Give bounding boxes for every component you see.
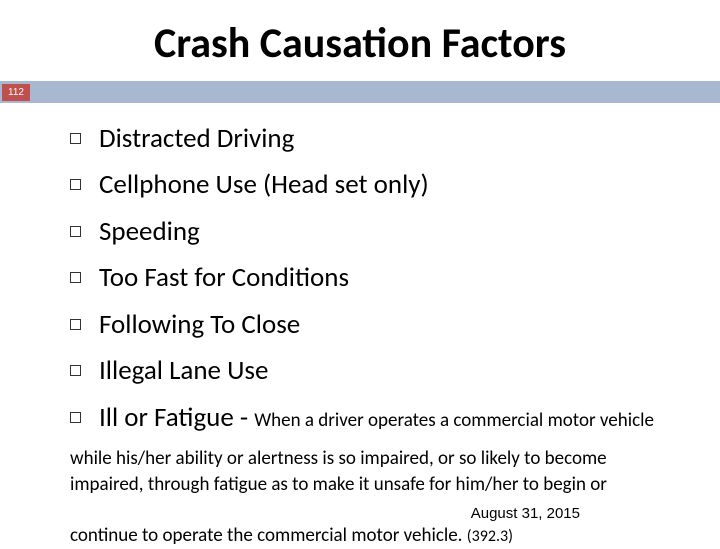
page-badge: 112	[2, 84, 30, 101]
checkbox-icon	[70, 319, 81, 330]
checkbox-icon	[70, 133, 81, 144]
note-line: impaired, through fatigue as to make it …	[70, 473, 607, 496]
item-text: Distracted Driving	[99, 121, 294, 157]
checkbox-icon	[70, 365, 81, 376]
note-line: while his/her ability or alertness is so…	[70, 447, 607, 470]
date-text: August 31, 2015	[471, 505, 580, 522]
item-sep: -	[234, 401, 254, 434]
item-text: Cellphone Use (Head set only)	[99, 167, 429, 203]
slide: Crash Causation Factors 112 Distracted D…	[0, 0, 720, 540]
list-item: Ill or Fatigue - When a driver operates …	[70, 400, 690, 436]
item-sub: When a driver operates a commercial moto…	[254, 409, 654, 432]
note-line: continue to operate the commercial motor…	[70, 524, 467, 547]
list-item: Illegal Lane Use	[70, 353, 690, 389]
item-text: Too Fast for Conditions	[99, 260, 349, 296]
item-text: Following To Close	[99, 307, 300, 343]
item-text: Speeding	[99, 214, 200, 250]
list-item: Speeding	[70, 214, 690, 250]
item-main: Ill or Fatigue	[99, 401, 234, 434]
slide-title: Crash Causation Factors	[0, 0, 720, 81]
item-text: Illegal Lane Use	[99, 353, 268, 389]
list-item: Following To Close	[70, 307, 690, 343]
content-area: Distracted Driving Cellphone Use (Head s…	[0, 103, 720, 549]
list-item: Distracted Driving	[70, 121, 690, 157]
note-text: while his/her ability or alertness is so…	[70, 446, 690, 549]
checkbox-icon	[70, 272, 81, 283]
accent-bar: 112	[0, 81, 720, 103]
list-item: Cellphone Use (Head set only)	[70, 167, 690, 203]
list-item: Too Fast for Conditions	[70, 260, 690, 296]
checkbox-icon	[70, 226, 81, 237]
note-ref: (392.3)	[467, 527, 513, 546]
item-text: Ill or Fatigue - When a driver operates …	[99, 400, 654, 436]
checkbox-icon	[70, 412, 81, 423]
checkbox-icon	[70, 179, 81, 190]
